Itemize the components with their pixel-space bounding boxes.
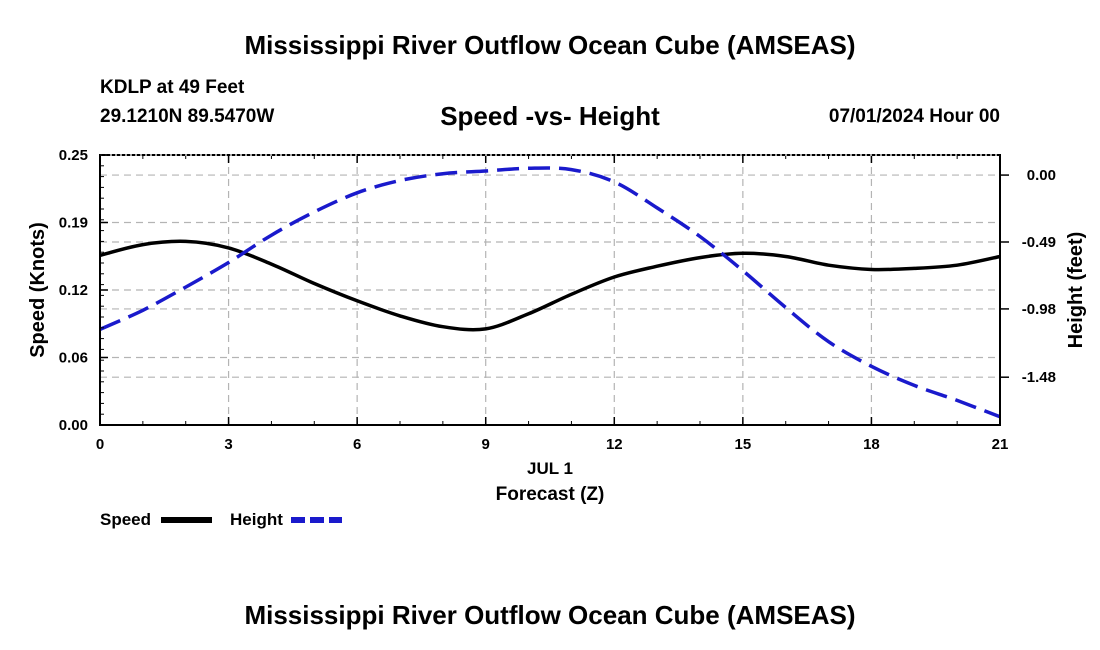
data-point-height	[699, 236, 701, 238]
legend-height-label: Height	[230, 510, 283, 529]
data-point-speed	[185, 241, 187, 243]
data-point-height	[528, 167, 530, 169]
data-point-height	[956, 400, 958, 402]
data-point-height	[571, 169, 573, 171]
data-point-speed	[613, 276, 615, 278]
x-date-label: JUL 1	[527, 459, 573, 478]
data-point-height	[271, 234, 273, 236]
data-point-speed	[356, 300, 358, 302]
data-point-height	[228, 262, 230, 264]
data-point-speed	[742, 252, 744, 254]
data-point-speed	[656, 265, 658, 267]
data-point-height	[442, 173, 444, 175]
y2-tick-label: -0.49	[1022, 234, 1056, 251]
data-point-speed	[442, 326, 444, 328]
chart-main-title: Mississippi River Outflow Ocean Cube (AM…	[244, 30, 856, 60]
y2-tick-label: -0.98	[1022, 301, 1056, 318]
axis-layer: 0 3 6 9 12 15 18 21 0.00 0.06 0.12 0.19 0.25 0.00 -0.4…	[59, 147, 1056, 453]
data-point-height	[913, 385, 915, 387]
data-point-speed	[485, 328, 487, 330]
data-point-speed	[913, 268, 915, 270]
data-point-speed	[271, 263, 273, 265]
chart-subtitle: Speed -vs- Height	[440, 101, 660, 131]
x-tick-label: 12	[606, 436, 623, 453]
data-point-height	[785, 307, 787, 309]
y-tick-label: 0.00	[59, 417, 88, 434]
legend-speed-label: Speed	[100, 510, 152, 529]
data-point-speed	[228, 247, 230, 249]
x-tick-label: 9	[482, 436, 490, 453]
data-point-height	[399, 180, 401, 182]
data-point-speed	[571, 294, 573, 296]
series-layer	[99, 166, 1001, 419]
data-point-speed	[871, 269, 873, 271]
y2-axis-label: Height (feet)	[1065, 232, 1087, 349]
data-point-speed	[399, 315, 401, 317]
data-point-height	[185, 286, 187, 288]
y-axis-label: Speed (Knots)	[27, 222, 49, 358]
data-point-speed	[313, 283, 315, 285]
y2-tick-label: -1.48	[1022, 369, 1056, 386]
data-point-height	[871, 365, 873, 367]
data-point-height	[613, 181, 615, 183]
x-tick-label: 18	[863, 436, 880, 453]
data-point-speed	[785, 256, 787, 258]
y-tick-label: 0.06	[59, 350, 88, 367]
data-point-height	[142, 309, 144, 311]
x-axis-label: Forecast (Z)	[496, 484, 605, 505]
y-tick-label: 0.19	[59, 215, 88, 232]
data-point-height	[656, 207, 658, 209]
x-tick-label: 15	[735, 436, 752, 453]
x-tick-label: 0	[96, 436, 104, 453]
second-chart-title: Mississippi River Outflow Ocean Cube (AM…	[244, 600, 856, 630]
data-point-height	[313, 211, 315, 213]
grid-layer	[100, 155, 1000, 425]
data-point-speed	[699, 257, 701, 259]
station-label: KDLP at 49 Feet	[100, 77, 245, 98]
y2-tick-label: 0.00	[1027, 167, 1056, 184]
y-tick-label: 0.25	[59, 147, 88, 164]
x-tick-label: 3	[224, 436, 232, 453]
data-point-height	[485, 170, 487, 172]
x-tick-label: 21	[992, 436, 1009, 453]
data-point-height	[828, 341, 830, 343]
data-point-height	[356, 192, 358, 194]
data-point-speed	[956, 264, 958, 266]
data-point-speed	[528, 313, 530, 315]
forecast-datetime: 07/01/2024 Hour 00	[828, 106, 1000, 127]
data-point-speed	[142, 244, 144, 246]
y-tick-label: 0.12	[59, 282, 88, 299]
data-point-speed	[828, 264, 830, 266]
series-line-speed	[99, 239, 1001, 332]
x-tick-label: 6	[353, 436, 361, 453]
coordinates-label: 29.1210N 89.5470W	[100, 106, 275, 127]
data-point-height	[742, 270, 744, 272]
series-line-height	[99, 166, 1001, 419]
